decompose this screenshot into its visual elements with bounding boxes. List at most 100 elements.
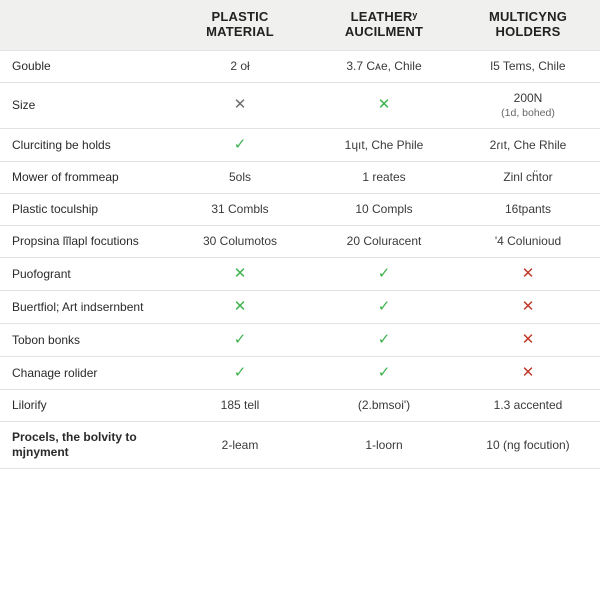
cell: 2 oł [168,50,312,82]
green-x-icon: ✕ [378,97,391,112]
cell-text: 10 (ng focution) [486,438,569,452]
cell: Zinl cḧtor [456,162,600,194]
cell-text: 5ols [229,170,251,184]
cell-text: 3.7 Cᴀe, Chile [346,59,421,73]
cell: ✕ [456,357,600,390]
cell-text: 1 reates [362,170,405,184]
row-label: Clurciting be holds [0,129,168,162]
cell-text: 2 oł [230,59,249,73]
cell: ✕ [168,291,312,324]
table-row: Chanage rolider ✓ ✓ ✕ [0,357,600,390]
cell: 3.7 Cᴀe, Chile [312,50,456,82]
table-row: Puofogrant✕✓✕ [0,258,600,291]
cell: 1.3 accented [456,390,600,422]
row-label: Plastic toculship [0,194,168,226]
cell: ✓ [168,129,312,162]
row-label: Propsina lĩlapl focutions [0,226,168,258]
cell: (2.bmsoi') [312,390,456,422]
header-line1: LEATHERʸ [316,10,452,25]
cell-text: 16tpants [505,202,551,216]
green-check-icon: ✓ [378,365,391,380]
cell: 2-leam [168,422,312,469]
header-line2: HOLDERS [460,25,596,40]
cell: 5ols [168,162,312,194]
cell: ✕ [456,258,600,291]
cell: ✓ [168,357,312,390]
cell-text: 30 Columotos [203,234,277,248]
cell-text: 20 Coluracent [347,234,422,248]
header-col-3: MULTICYNGHOLDERS [456,0,600,50]
red-x-icon: ✕ [522,299,535,314]
cell-text: 2ɾıt, Che Rhile [490,138,567,152]
red-x-icon: ✕ [522,365,535,380]
green-check-icon: ✓ [378,332,391,347]
cell: 31 Combls [168,194,312,226]
cell: ✕ [312,82,456,128]
cell-text: (2.bmsoi') [358,398,410,412]
table-header: PLASTICMATERIALLEATHERʸAUCILMENTMULTICYN… [0,0,600,50]
green-check-icon: ✓ [378,299,391,314]
row-label: Procels, the bolvity to mjnyment [0,422,168,469]
cell: ✓ [312,291,456,324]
cell-text: '4 Colunioud [495,234,561,248]
cell: l5 Tems, Chile [456,50,600,82]
row-label: Chanage rolider [0,357,168,390]
header-line2: AUCILMENT [316,25,452,40]
green-check-icon: ✓ [234,137,247,152]
cell: 2ɾıt, Che Rhile [456,129,600,162]
green-x-icon: ✕ [234,299,247,314]
table-row: Gouble 2 oł 3.7 Cᴀe, Chile l5 Tems, Chile [0,50,600,82]
header-line2: MATERIAL [172,25,308,40]
cell-text: 1.3 accented [494,398,563,412]
cell-text: Zinl cḧtor [503,170,552,184]
table-row: Tobon bonks ✓ ✓ ✕ [0,324,600,357]
table-row: Clurciting be holds ✓ 1ɥıt, Che Phile 2ɾıt,… [0,129,600,162]
comparison-table: PLASTICMATERIALLEATHERʸAUCILMENTMULTICYN… [0,0,600,469]
row-label: Puofogrant [0,258,168,291]
cell: ✓ [168,324,312,357]
cell: 30 Columotos [168,226,312,258]
header-line1: MULTICYNG [460,10,596,25]
row-label: Size [0,82,168,128]
table-row: Plastic toculship31 Combls 10 Compls 16tpa… [0,194,600,226]
header-col-2: LEATHERʸAUCILMENT [312,0,456,50]
cell: ✕ [168,258,312,291]
cell: 1 reates [312,162,456,194]
cell: 16tpants [456,194,600,226]
cell-text: 10 Compls [355,202,412,216]
red-x-icon: ✕ [522,266,535,281]
table-row: Size✕✕200N(1d, bohed) [0,82,600,128]
red-x-icon: ✕ [522,332,535,347]
cell: 200N (1d, bohed) [456,82,600,128]
cell: ✕ [456,291,600,324]
cell-subtext: (1d, bohed) [460,107,596,120]
cell-text: l5 Tems, Chile [490,59,565,73]
table-row: Bueɾtfiol; Art indsernbent ✕ ✓ ✕ [0,291,600,324]
cell: '4 Colunioud [456,226,600,258]
table-row: Mower of frommeap 5ols 1 reates Zinl cḧtor [0,162,600,194]
row-label: Gouble [0,50,168,82]
table-row: Propsina lĩlapl focutions 30 Columotos 20 … [0,226,600,258]
green-check-icon: ✓ [234,365,247,380]
cell: 10 (ng focution) [456,422,600,469]
cell-text: 1-loorn [365,438,402,452]
row-label: Bueɾtfiol; Art indsernbent [0,291,168,324]
cell-text: 185 tell [221,398,260,412]
cell-text: 200N [514,91,543,105]
cell: 10 Compls [312,194,456,226]
header-col-1: PLASTICMATERIAL [168,0,312,50]
green-check-icon: ✓ [234,332,247,347]
row-label: Mower of frommeap [0,162,168,194]
header-rowlabel [0,0,168,50]
cell: ✓ [312,258,456,291]
table-row: Lilorify 185 tell (2.bmsoi') 1.3 accented [0,390,600,422]
cell: ✕ [168,82,312,128]
cell: ✓ [312,357,456,390]
table-row: Procels, the bolvity to mjnyment2-leam 1-… [0,422,600,469]
row-label: Tobon bonks [0,324,168,357]
row-label: Lilorify [0,390,168,422]
cell: ✕ [456,324,600,357]
cell: 1ɥıt, Che Phile [312,129,456,162]
cell: ✓ [312,324,456,357]
green-check-icon: ✓ [378,266,391,281]
